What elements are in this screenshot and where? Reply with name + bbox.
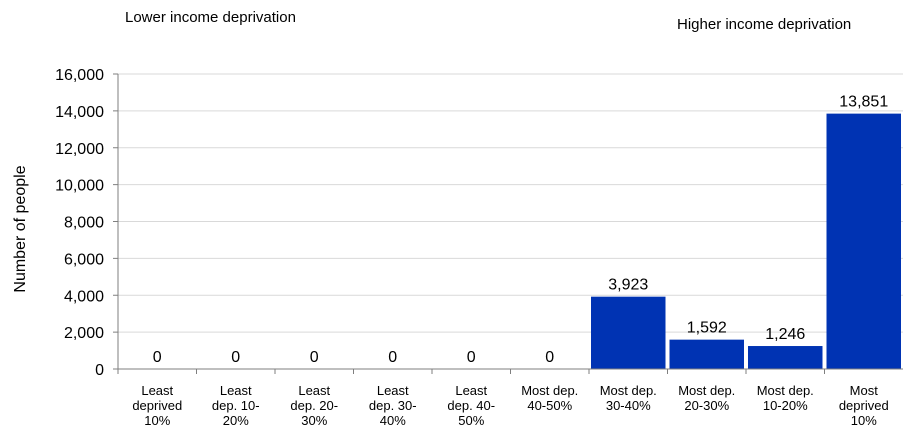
x-tick-label: Least dep. 20-30%	[290, 383, 338, 428]
data-label: 13,851	[839, 94, 888, 111]
x-tick-label: Most dep. 10-20%	[757, 383, 814, 413]
axes	[113, 73, 903, 374]
annotation-higher-deprivation: Higher income deprivation	[677, 16, 852, 33]
x-tick-label: Most deprived 10%	[839, 383, 889, 428]
y-axis-label: Number of people	[12, 165, 29, 292]
x-tick-label: Most dep. 20-30%	[678, 383, 735, 413]
annotation-lower-deprivation: Lower income deprivation	[125, 9, 296, 26]
x-tick-labels: Least deprived 10% Least dep. 10-20% Least dep…	[132, 383, 888, 428]
data-label: 0	[388, 349, 397, 366]
data-label: 0	[310, 349, 319, 366]
bars	[591, 113, 901, 369]
data-label: 0	[231, 349, 240, 366]
x-tick-label: Least dep. 10-20%	[212, 383, 260, 428]
data-label: 0	[545, 349, 554, 366]
x-tick-label: Least dep. 30-40%	[369, 383, 417, 428]
y-tick-label: 4,000	[64, 288, 104, 305]
gridlines	[118, 73, 903, 333]
data-label: 3,923	[608, 277, 648, 294]
y-tick-label: 16,000	[55, 67, 104, 84]
x-tick-label: Least dep. 40-50%	[447, 383, 495, 428]
y-tick-labels: 0 2,000 4,000 6,000 8,000 10,000 12,000 14,000 1…	[55, 67, 104, 379]
y-tick-label: 6,000	[64, 251, 104, 268]
y-tick-label: 0	[95, 362, 104, 379]
x-tick-label: Most dep. 30-40%	[600, 383, 657, 413]
y-tick-label: 12,000	[55, 141, 104, 158]
bar	[748, 346, 823, 369]
y-tick-label: 10,000	[55, 178, 104, 195]
value-labels: 0 0 0 0 0 0 3,923 1,592 1,246 13,851	[153, 94, 889, 366]
bar	[591, 296, 666, 369]
x-tick-label: Most dep. 40-50%	[521, 383, 578, 413]
bar	[826, 113, 901, 369]
data-label: 0	[153, 349, 162, 366]
y-tick-label: 8,000	[64, 215, 104, 232]
data-label: 0	[467, 349, 476, 366]
y-tick-label: 14,000	[55, 104, 104, 121]
bar	[669, 339, 744, 369]
x-tick-label: Least deprived 10%	[132, 383, 182, 428]
data-label: 1,592	[687, 320, 727, 337]
y-tick-label: 2,000	[64, 325, 104, 342]
data-label: 1,246	[765, 326, 805, 343]
